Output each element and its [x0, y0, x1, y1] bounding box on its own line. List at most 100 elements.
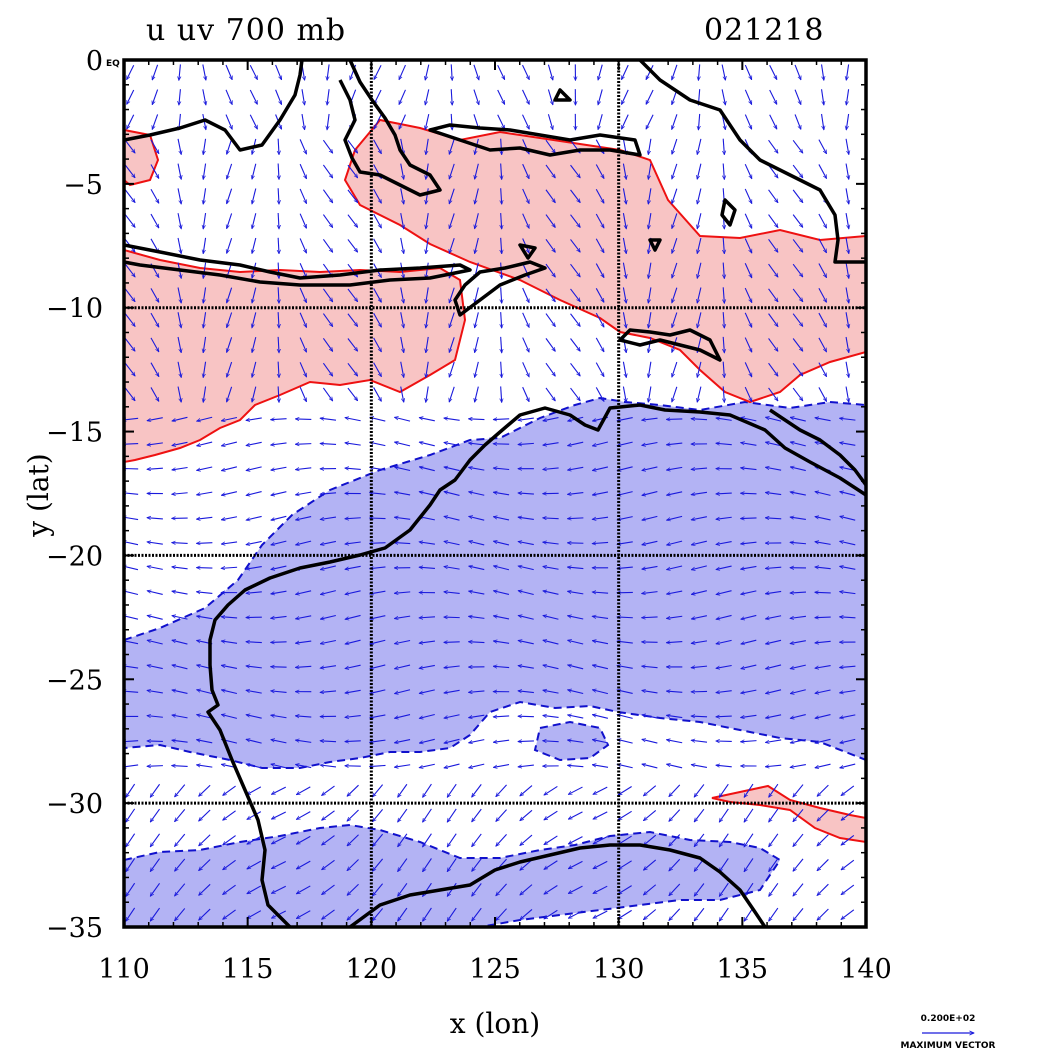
wind-vector	[744, 263, 753, 278]
wind-vector	[716, 691, 732, 693]
wind-vector	[398, 808, 408, 822]
wind-vector	[449, 213, 455, 228]
wind-vector	[501, 312, 502, 328]
wind-vector	[845, 287, 849, 303]
wind-vector	[252, 287, 257, 304]
wind-vector	[394, 442, 411, 447]
wind-vector	[622, 361, 626, 378]
wind-vector	[199, 809, 211, 821]
wind-vector	[271, 786, 286, 795]
wind-vector	[815, 738, 831, 743]
wind-vector	[299, 163, 308, 179]
wind-vector	[716, 418, 732, 421]
wind-vector	[568, 811, 583, 820]
wind-vector	[593, 910, 608, 919]
wind-vector	[252, 312, 257, 328]
wind-vector	[247, 885, 262, 895]
y-tick-label: −30	[46, 789, 103, 820]
wind-vector	[398, 858, 408, 872]
wind-vector	[593, 836, 608, 845]
negative-region-central	[124, 396, 866, 769]
wind-vector	[790, 713, 806, 719]
wind-vector	[295, 666, 312, 667]
wind-vector	[468, 642, 485, 643]
wind-vector	[150, 883, 161, 896]
wind-vector	[642, 764, 658, 769]
wind-vector	[152, 114, 159, 129]
wind-vector	[593, 860, 608, 870]
wind-vector	[225, 89, 233, 105]
wind-vector	[221, 491, 238, 496]
wind-vector	[398, 907, 408, 921]
wind-vector	[648, 138, 652, 155]
wind-vector	[518, 443, 534, 444]
wind-vector	[322, 139, 332, 153]
wind-vector	[741, 590, 757, 594]
wind-vector	[493, 763, 510, 767]
wind-vector	[792, 313, 803, 327]
wind-vector	[322, 214, 332, 228]
wind-vector	[322, 859, 335, 869]
wind-vector	[322, 810, 335, 820]
wind-vector	[493, 517, 510, 521]
wind-vector	[444, 763, 460, 768]
wind-vector	[666, 691, 683, 692]
wind-vector	[518, 741, 534, 742]
wind-vector	[252, 163, 257, 180]
wind-vector	[642, 515, 658, 520]
wind-vector	[669, 834, 681, 846]
wind-vector	[543, 542, 559, 544]
wind-vector	[124, 338, 135, 352]
wind-vector	[642, 739, 658, 744]
wind-vector	[124, 263, 135, 277]
wind-vector	[126, 808, 136, 822]
wind-vector	[172, 616, 188, 620]
wind-vector	[394, 764, 411, 767]
wind-vector	[818, 312, 828, 327]
wind-vector	[147, 518, 163, 519]
wind-vector	[426, 237, 429, 254]
wind-vector	[400, 386, 404, 403]
wind-vector	[299, 337, 308, 353]
wind-vector	[669, 883, 681, 896]
wind-vector	[769, 833, 779, 847]
wind-vector	[246, 715, 262, 719]
wind-vector	[648, 287, 652, 303]
wind-vector	[221, 690, 238, 695]
wind-vector	[246, 592, 262, 593]
wind-vector	[320, 614, 336, 619]
wind-vector	[249, 64, 258, 79]
wind-vector	[667, 764, 683, 769]
wind-vector	[815, 418, 831, 422]
wind-vector	[175, 908, 186, 920]
wind-vector	[691, 565, 707, 570]
x-axis-title: x (lon)	[450, 1007, 540, 1040]
wind-vector	[741, 417, 757, 422]
wind-vector	[567, 493, 584, 495]
wind-vector	[741, 639, 757, 644]
wind-vector	[370, 689, 386, 694]
wind-vector	[792, 239, 803, 252]
wind-vector	[419, 467, 435, 472]
wind-vector	[203, 262, 207, 279]
wind-vector	[419, 689, 435, 694]
wind-vector	[227, 138, 233, 154]
wind-vector	[320, 516, 337, 519]
wind-vector	[567, 740, 584, 743]
wind-vector	[691, 491, 708, 494]
wind-vector	[345, 518, 361, 519]
wind-vector	[595, 164, 605, 178]
wind-vector	[672, 238, 678, 253]
wind-vector	[643, 859, 657, 870]
wind-vector	[296, 910, 311, 920]
wind-vector	[295, 640, 312, 643]
wind-vector	[642, 690, 658, 694]
wind-vector	[150, 312, 160, 327]
wind-vector	[592, 665, 609, 670]
y-tick-label: −35	[46, 913, 103, 944]
wind-vector	[271, 565, 287, 569]
wind-vector	[177, 188, 181, 204]
wind-vector	[593, 885, 608, 894]
wind-vector	[694, 808, 705, 822]
vector-legend-magnitude: 0.200E+02	[921, 1014, 976, 1024]
